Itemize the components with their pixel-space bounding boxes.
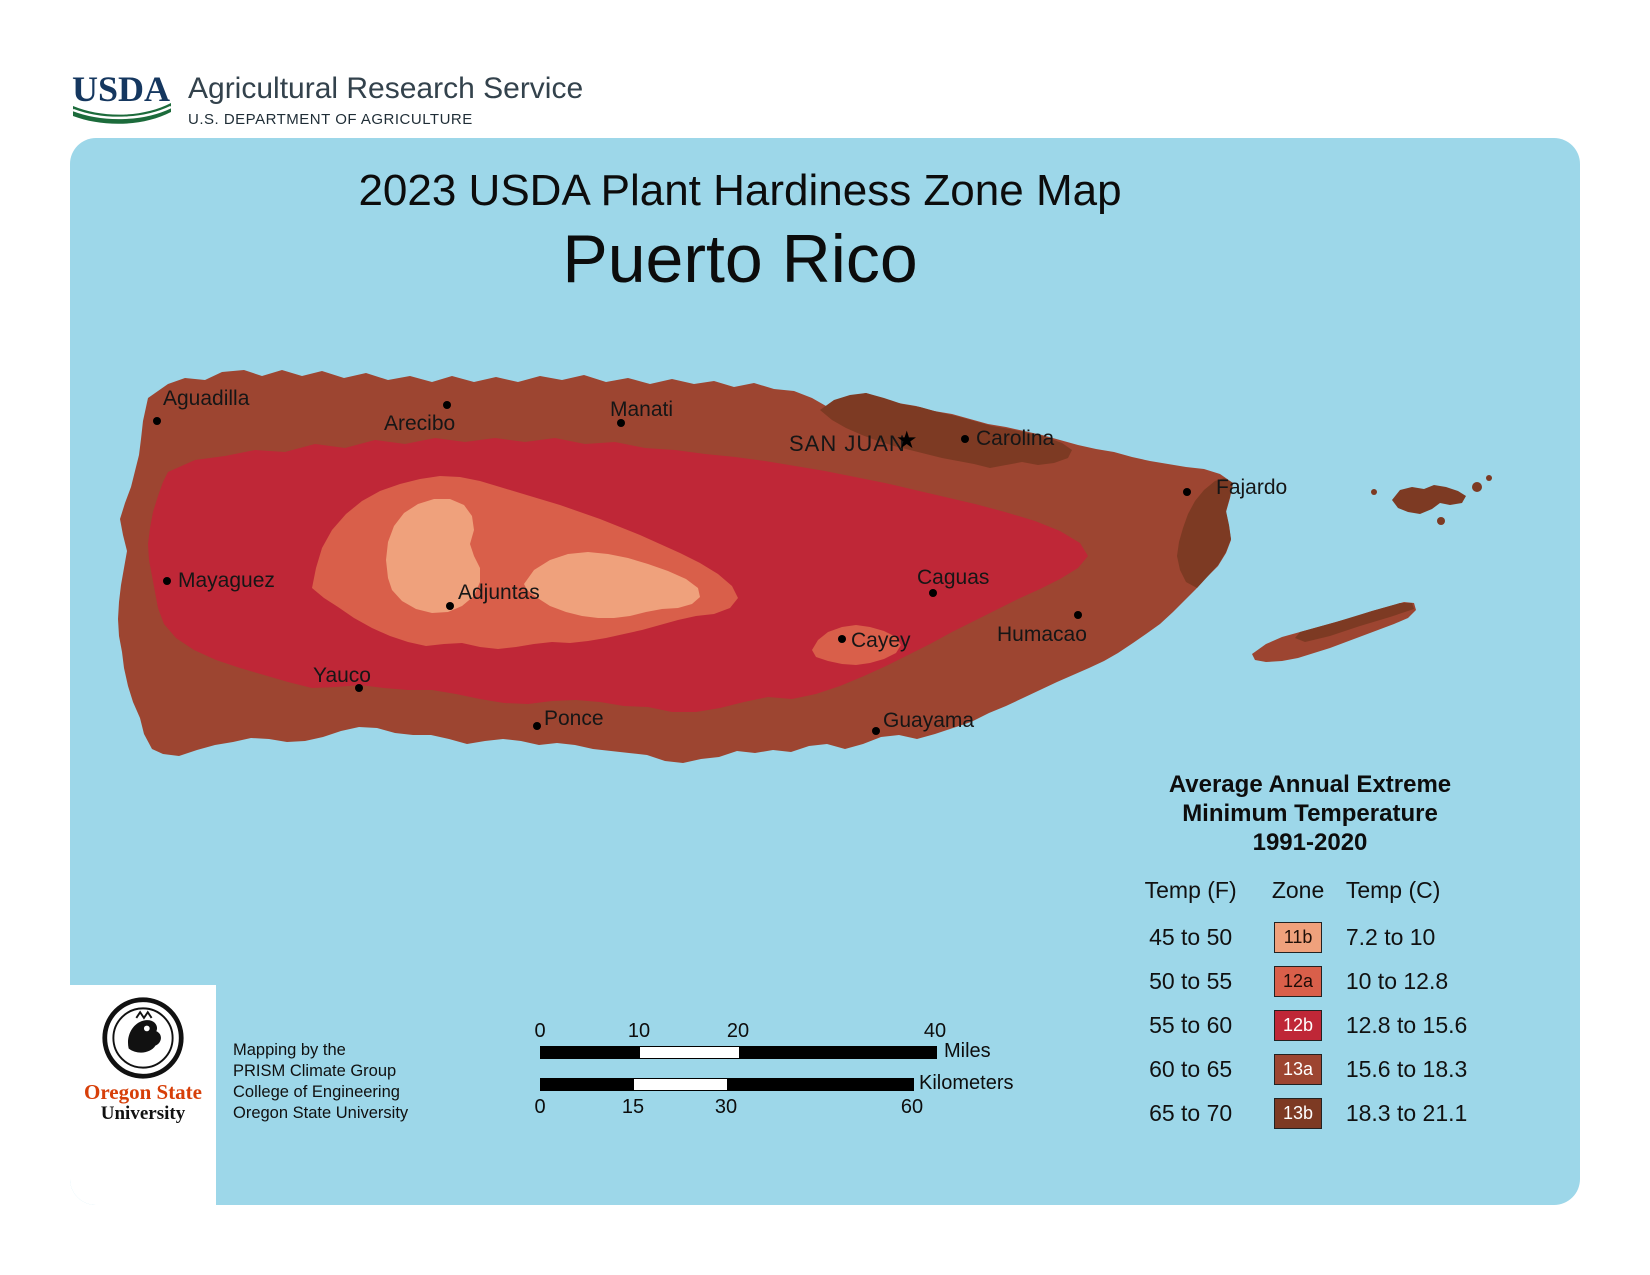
km-tick-30: 30: [714, 1096, 738, 1118]
map-title-line2: Puerto Rico: [562, 221, 918, 297]
legend-temp-c: 7.2 to 10: [1345, 923, 1436, 950]
city-label-cayey: Cayey: [851, 629, 911, 652]
city-label-arecibo: Arecibo: [384, 412, 456, 435]
city-dot-manati: [617, 419, 625, 427]
capital-label-san-juan: SAN JUAN: [789, 431, 906, 456]
city-label-humacao: Humacao: [997, 623, 1087, 646]
legend-temp-f: 65 to 70: [1149, 1099, 1233, 1126]
legend-row-12b: 55 to 60 12b 12.8 to 15.6: [1125, 1003, 1495, 1047]
zone-swatch-13a: 13a: [1274, 1053, 1323, 1085]
legend-row-13a: 60 to 65 13a 15.6 to 18.3: [1125, 1047, 1495, 1091]
city-dot-carolina: [961, 435, 969, 443]
city-dot-humacao: [1074, 611, 1082, 619]
map-title-line1: 2023 USDA Plant Hardiness Zone Map: [358, 166, 1122, 215]
osu-wordmark: Oregon State University: [84, 1081, 202, 1125]
legend-col-zone: Zone: [1271, 876, 1325, 903]
scale-segment: [541, 1047, 640, 1058]
legend-col-temp-f: Temp (F): [1144, 876, 1237, 903]
city-dot-adjuntas: [446, 602, 454, 610]
zone-swatch-12a: 12a: [1274, 965, 1323, 997]
city-label-manati: Manati: [610, 398, 674, 421]
city-dot-ponce: [533, 722, 541, 730]
city-dot-mayaguez: [163, 577, 171, 585]
legend-row-11b: 45 to 50 11b 7.2 to 10: [1125, 915, 1495, 959]
mapping-credits: Mapping by the PRISM Climate Group Colle…: [233, 1040, 408, 1124]
miles-tick-40: 40: [923, 1020, 947, 1042]
legend: Average Annual Extreme Minimum Temperatu…: [1125, 770, 1495, 1135]
legend-temp-f: 45 to 50: [1149, 923, 1233, 950]
km-tick-60: 60: [900, 1096, 924, 1118]
city-label-adjuntas: Adjuntas: [458, 581, 540, 604]
km-tick-0: 0: [534, 1096, 546, 1118]
zone-swatch-12b: 12b: [1274, 1009, 1323, 1041]
legend-title-line2: Minimum Temperature: [1182, 800, 1438, 827]
zone-swatch-13b: 13b: [1274, 1097, 1323, 1129]
miles-tick-0: 0: [534, 1020, 546, 1042]
city-label-yauco: Yauco: [313, 664, 371, 687]
city-dot-fajardo: [1183, 488, 1191, 496]
osu-wordmark-line2: University: [100, 1103, 186, 1124]
city-dot-caguas: [929, 589, 937, 597]
scale-segment: [739, 1047, 936, 1058]
usda-header: USDA Agricultural Research Service U.S. …: [72, 72, 583, 130]
miles-tick-10: 10: [627, 1020, 651, 1042]
scale-segment: [640, 1047, 739, 1058]
usda-logo-icon: USDA: [72, 72, 172, 124]
legend-row-13b: 65 to 70 13b 18.3 to 21.1: [1125, 1091, 1495, 1135]
city-dot-aguadilla: [153, 417, 161, 425]
legend-title: Average Annual Extreme Minimum Temperatu…: [1125, 770, 1495, 857]
agency-block: Agricultural Research Service U.S. DEPAR…: [188, 72, 583, 128]
osu-seal-icon: [102, 997, 184, 1079]
city-label-guayama: Guayama: [883, 709, 975, 732]
legend-temp-f: 60 to 65: [1149, 1055, 1233, 1082]
credits-line2: PRISM Climate Group: [233, 1062, 397, 1080]
legend-title-line1: Average Annual Extreme: [1168, 771, 1452, 798]
city-dot-cayey: [838, 635, 846, 643]
city-label-ponce: Ponce: [544, 707, 604, 730]
osu-logo-box: Oregon State University: [70, 985, 216, 1205]
osu-wordmark-line1: Oregon State: [83, 1080, 202, 1104]
usda-logo-text: USDA: [72, 72, 170, 109]
scale-segment: [727, 1079, 913, 1090]
km-tick-15: 15: [621, 1096, 645, 1118]
agency-name: Agricultural Research Service: [188, 72, 584, 105]
legend-title-line3: 1991-2020: [1252, 829, 1368, 856]
scale-segment: [541, 1079, 634, 1090]
legend-temp-c: 10 to 12.8: [1345, 967, 1449, 994]
legend-header-row: Temp (F) Zone Temp (C): [1125, 873, 1495, 907]
miles-scale-bar: [540, 1046, 937, 1059]
scale-segment: [634, 1079, 727, 1090]
legend-col-temp-c: Temp (C): [1345, 876, 1441, 903]
map-title-block: 2023 USDA Plant Hardiness Zone Map Puert…: [225, 166, 1255, 298]
legend-temp-c: 15.6 to 18.3: [1345, 1055, 1468, 1082]
city-dot-arecibo: [443, 401, 451, 409]
legend-temp-c: 18.3 to 21.1: [1345, 1099, 1468, 1126]
kilometers-scale-bar: [540, 1078, 914, 1091]
legend-temp-f: 55 to 60: [1149, 1011, 1233, 1038]
city-label-caguas: Caguas: [917, 566, 990, 589]
credits-line1: Mapping by the: [233, 1041, 346, 1059]
city-label-aguadilla: Aguadilla: [163, 387, 250, 410]
department-name: U.S. DEPARTMENT OF AGRICULTURE: [188, 111, 473, 128]
city-label-mayaguez: Mayaguez: [178, 569, 275, 592]
credits-line4: Oregon State University: [233, 1104, 409, 1122]
capital-star-icon: ★: [896, 427, 918, 454]
legend-temp-c: 12.8 to 15.6: [1345, 1011, 1468, 1038]
city-dot-guayama: [872, 727, 880, 735]
city-label-fajardo: Fajardo: [1216, 476, 1288, 499]
zone-swatch-11b: 11b: [1274, 921, 1323, 953]
legend-row-12a: 50 to 55 12a 10 to 12.8: [1125, 959, 1495, 1003]
city-dot-yauco: [355, 684, 363, 692]
legend-temp-f: 50 to 55: [1149, 967, 1233, 994]
miles-tick-20: 20: [726, 1020, 750, 1042]
credits-line3: College of Engineering: [233, 1083, 400, 1101]
legend-table: Temp (F) Zone Temp (C) 45 to 50 11b 7.2 …: [1125, 873, 1495, 1135]
miles-unit-label: Miles: [944, 1040, 991, 1062]
kilometers-unit-label: Kilometers: [919, 1072, 1014, 1094]
city-label-carolina: Carolina: [976, 427, 1055, 450]
